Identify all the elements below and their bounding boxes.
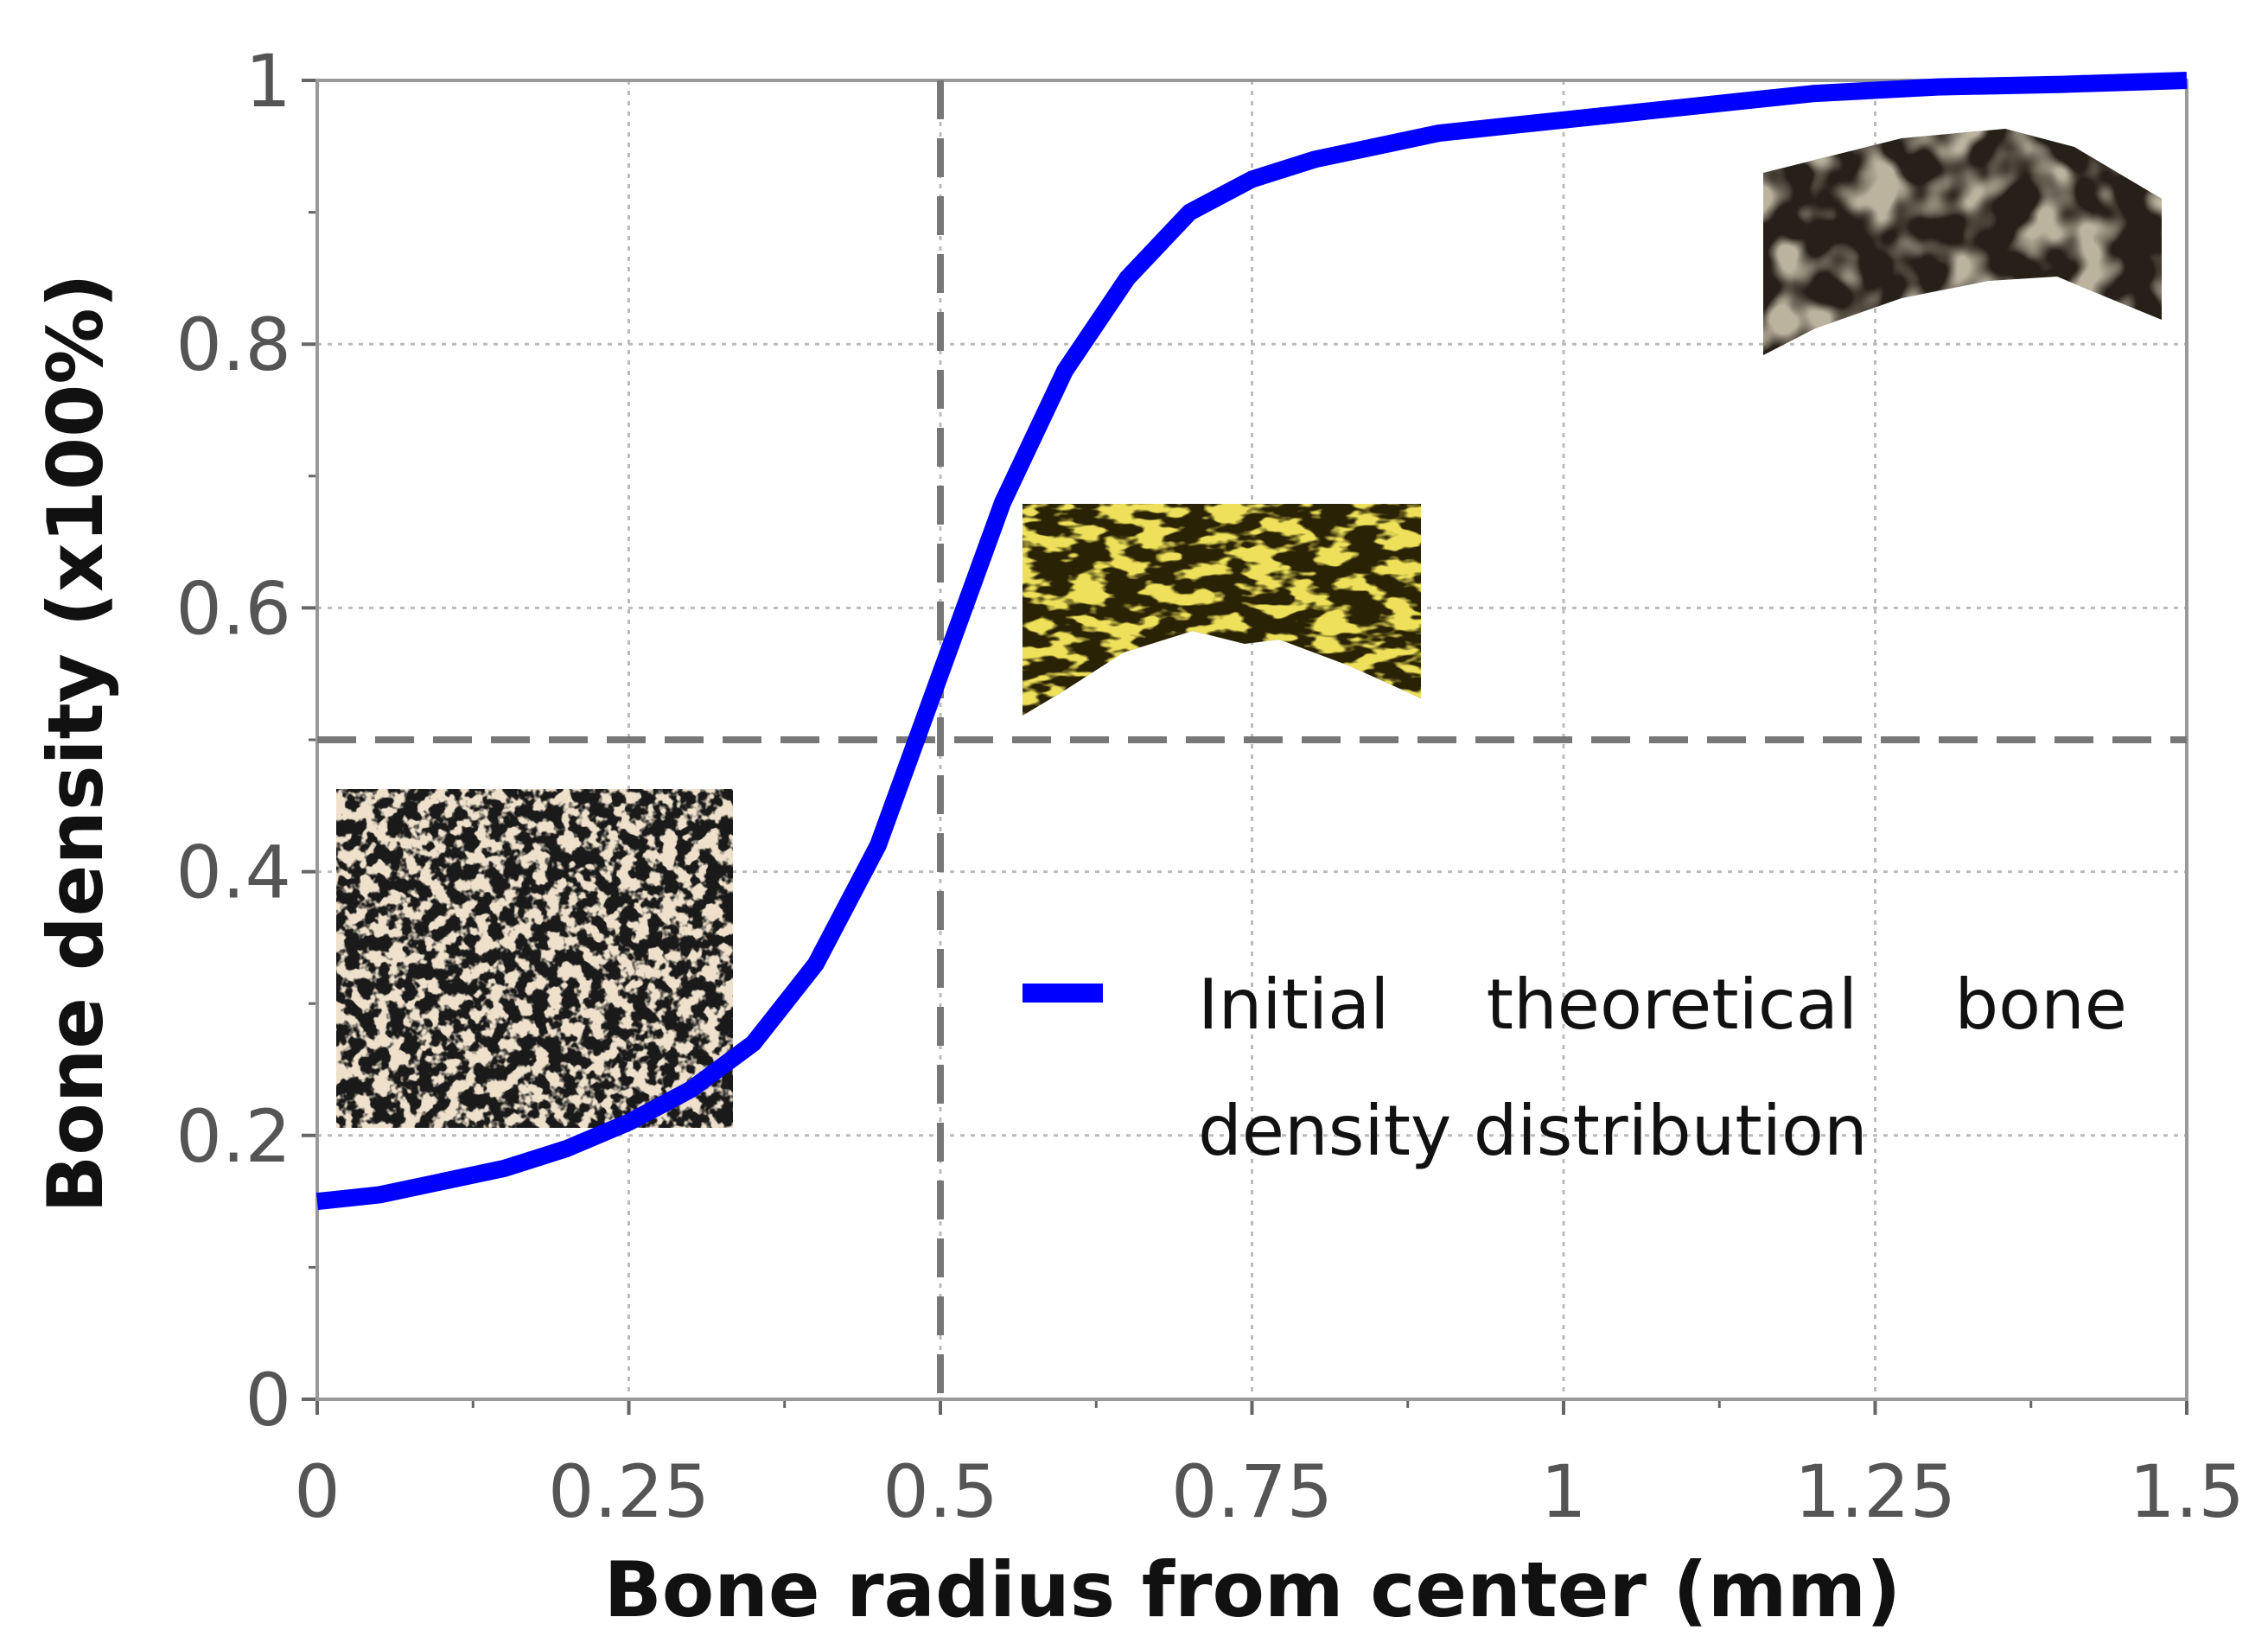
legend-label: Initial theoretical bone density distrib… [1198, 965, 2127, 1171]
x-tick-label: 1 [1540, 1449, 1586, 1534]
y-tick-label: 0 [245, 1358, 291, 1442]
x-tick-label: 1.25 [1794, 1449, 1956, 1534]
inset-texture [1763, 129, 2162, 355]
y-tick-label: 0.4 [175, 831, 291, 915]
x-tick-label: 0.75 [1171, 1449, 1333, 1534]
x-tick-label: 0.5 [882, 1449, 998, 1534]
y-tick-label: 1 [245, 39, 291, 124]
y-tick-label: 0.6 [175, 566, 291, 651]
x-tick-label: 1.5 [2129, 1449, 2245, 1534]
y-axis-label: Bone density (x100%) [31, 273, 120, 1213]
x-tick-label: 0 [294, 1449, 340, 1534]
data-line [315, 72, 2188, 1211]
inset-texture [1023, 504, 1421, 716]
x-axis-label: Bone radius from center (mm) [604, 1545, 1902, 1634]
insets [336, 129, 2162, 1128]
x-tick-label: 0.25 [548, 1449, 710, 1534]
y-tick-label: 0.2 [175, 1094, 291, 1179]
inset-texture [336, 789, 733, 1128]
y-tick-label: 0.8 [175, 302, 291, 387]
